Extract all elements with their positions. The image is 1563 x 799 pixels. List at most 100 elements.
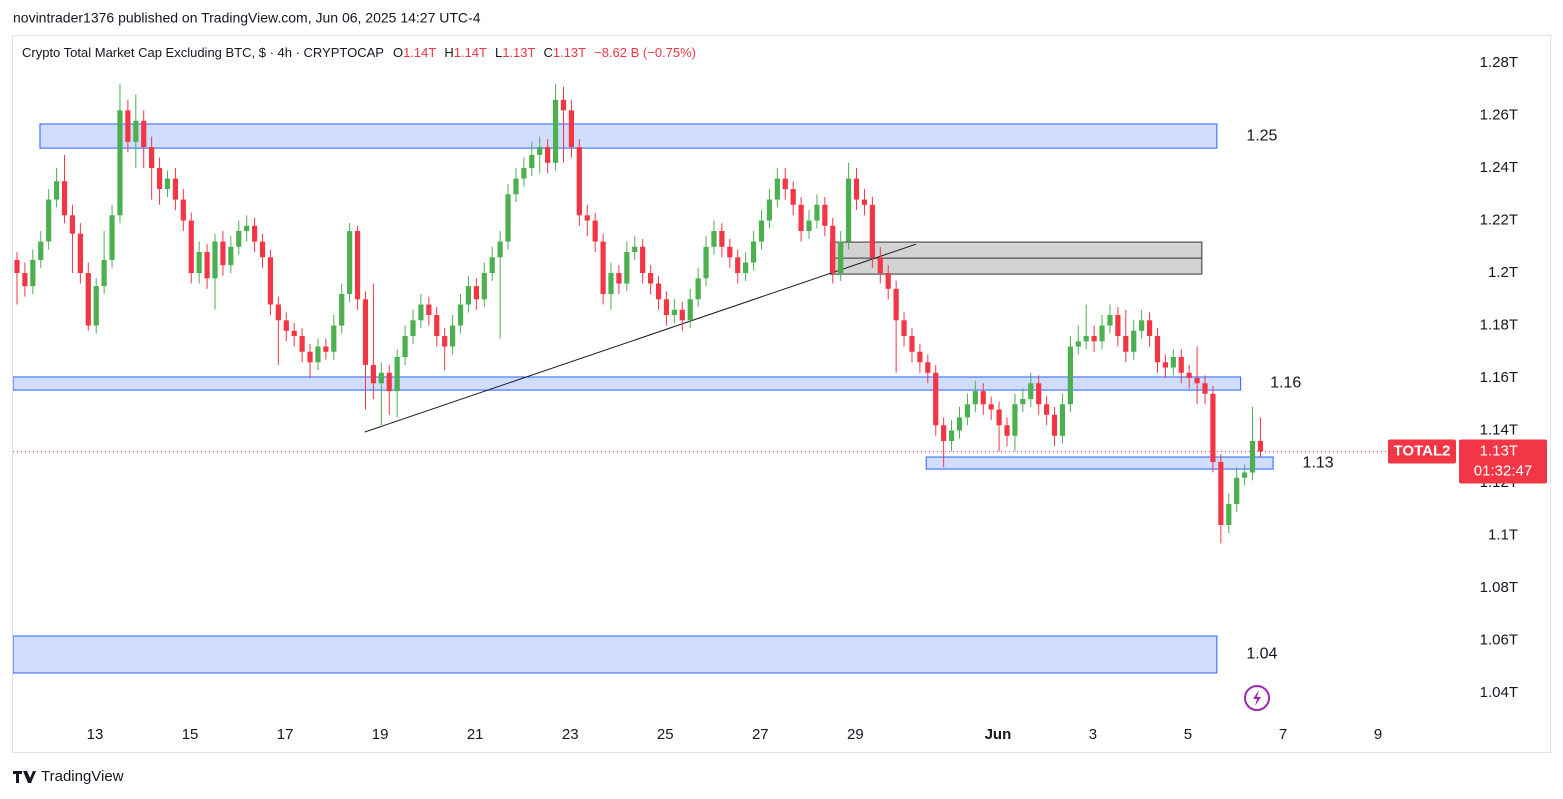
candle-body (315, 346, 321, 363)
candle-body (695, 278, 701, 300)
zone-label: 1.13 (1303, 454, 1334, 471)
candle-body (307, 351, 313, 363)
candle-body (814, 204, 820, 221)
price-tag (1459, 439, 1547, 484)
candle-body (1099, 325, 1105, 342)
candle-body (909, 336, 915, 352)
symbol-tag (1388, 439, 1456, 464)
candle-body (236, 231, 242, 247)
candle-body (552, 99, 559, 163)
x-tick-label: 21 (467, 726, 484, 743)
legend-key: L (495, 45, 502, 60)
candle-body (687, 299, 693, 321)
candle-body (204, 252, 210, 279)
chart-frame (12, 35, 1551, 753)
candle-body (972, 391, 978, 405)
candle-body (172, 178, 179, 200)
candle-body (1051, 414, 1058, 436)
candle-body (648, 273, 654, 284)
candle-body (1194, 378, 1200, 384)
alert-icon[interactable] (1244, 685, 1270, 711)
x-tick-label: 3 (1089, 726, 1097, 743)
candle-body (339, 294, 345, 326)
candle-body (188, 220, 194, 274)
candle-body (473, 286, 479, 300)
candle-body (61, 181, 68, 216)
legend-value: 1.14T (454, 45, 487, 60)
candle-body (109, 215, 115, 260)
y-tick-label: 1.22T (1480, 212, 1518, 229)
x-tick-label: 7 (1279, 726, 1287, 743)
x-tick-label: 25 (657, 726, 674, 743)
candle-body (1170, 357, 1176, 368)
candle-body (632, 246, 638, 253)
candle-body (30, 259, 36, 287)
candle-body (378, 372, 384, 384)
candle-body (402, 336, 408, 358)
candle-body (893, 288, 899, 321)
candle-body (655, 283, 662, 300)
x-tick-label: 19 (372, 726, 389, 743)
candle-body (497, 241, 503, 258)
candle-body (442, 336, 448, 347)
candle-body (576, 147, 582, 216)
x-tick-label: 15 (182, 726, 199, 743)
y-tick-label: 1.08T (1480, 579, 1518, 596)
candle-body (299, 336, 305, 352)
candle-body (77, 233, 83, 274)
candle-body (1202, 383, 1208, 394)
candle-body (956, 417, 963, 431)
y-tick-label: 1.16T (1480, 369, 1518, 386)
candle-body (38, 241, 44, 260)
candle-body (529, 154, 535, 169)
candle-body (735, 257, 741, 274)
candle-body (743, 262, 749, 274)
candle-body (69, 215, 76, 234)
candle-body (149, 147, 155, 169)
candle-body (426, 304, 432, 316)
candle-body (323, 346, 329, 352)
x-tick-label: 9 (1374, 726, 1382, 743)
legend-value: 1.13T (502, 45, 535, 60)
legend-title: Crypto Total Market Cap Excluding BTC, $… (22, 45, 384, 60)
zone-label: 1.25 (1246, 127, 1277, 144)
y-tick-label: 1.04T (1480, 684, 1518, 701)
candle-body (584, 215, 590, 221)
y-tick-label: 1.26T (1480, 107, 1518, 124)
zone (925, 456, 1274, 470)
candle-body (252, 225, 258, 242)
alert-bolt[interactable] (1253, 690, 1261, 706)
candle-body (267, 257, 274, 305)
candle-body (418, 304, 424, 321)
candle-body (1044, 404, 1050, 415)
candle-body (347, 231, 353, 295)
candle-body (719, 231, 725, 247)
candle-body (22, 273, 28, 287)
candle-body (505, 194, 511, 242)
candle-body (568, 110, 575, 148)
candle-body (711, 231, 717, 247)
candle-body (1075, 341, 1081, 347)
candle-body (545, 147, 551, 163)
candle-body (450, 325, 456, 347)
candle-body (671, 309, 677, 316)
candle-body (93, 286, 99, 326)
price-tag-label: 1.13T (1480, 442, 1518, 459)
candle-body (14, 259, 20, 274)
candle-body (1162, 362, 1169, 368)
footer-logo: TradingView (13, 768, 124, 785)
candle-body (592, 220, 598, 242)
candle-body (750, 241, 757, 263)
candle-body (434, 315, 440, 337)
candle-body (830, 225, 836, 274)
candle-body (980, 391, 986, 405)
candle-body (1107, 315, 1113, 326)
candle-body (600, 241, 606, 295)
candle-body (917, 351, 923, 363)
zone (39, 123, 1218, 149)
candle-body (798, 204, 804, 232)
candle-body (1186, 372, 1192, 379)
candle-body (1083, 336, 1089, 342)
legend-value: 1.13T (553, 45, 586, 60)
